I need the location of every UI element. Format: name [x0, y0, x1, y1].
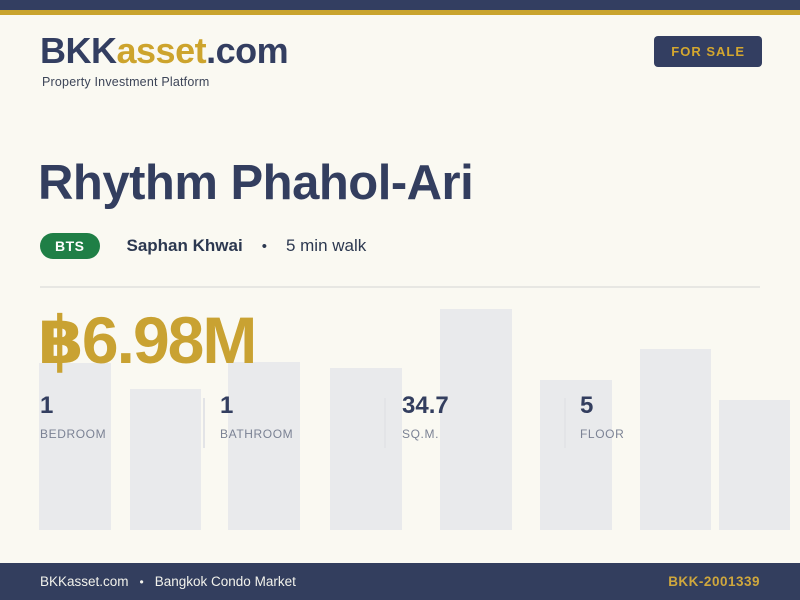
footer-site: BKKasset.com: [40, 574, 129, 589]
stat-label: FLOOR: [580, 427, 625, 441]
skyline-bar: [39, 363, 111, 530]
listing-price: ฿6.98M: [38, 303, 257, 377]
skyline-bar: [228, 362, 300, 530]
bullet-separator: •: [139, 574, 144, 589]
stat-bedroom: 1 BEDROOM: [40, 392, 106, 441]
for-sale-badge: FOR SALE: [654, 36, 762, 67]
stat-label: BATHROOM: [220, 427, 294, 441]
station-name: Saphan Khwai: [126, 236, 243, 255]
gold-accent-line: [0, 10, 800, 15]
stat-area: 34.7 SQ.M.: [402, 392, 449, 441]
stat-divider: [564, 398, 566, 448]
skyline-bar: [130, 389, 201, 530]
top-accent-bar: [0, 0, 800, 10]
bullet-separator: •: [261, 237, 267, 255]
brand-tagline: Property Investment Platform: [42, 75, 210, 89]
brand-logo[interactable]: BKKasset.com: [40, 30, 289, 72]
stat-divider: [384, 398, 386, 448]
brand-logo-suffix: .com: [206, 30, 289, 71]
brand-logo-accent: asset: [116, 30, 207, 71]
walk-time: 5 min walk: [285, 236, 367, 255]
listing-title: Rhythm Phahol-Ari: [38, 156, 474, 210]
stat-divider: [203, 398, 205, 448]
skyline-bar: [540, 380, 612, 530]
footer-market: Bangkok Condo Market: [154, 574, 296, 589]
section-divider: [40, 286, 760, 288]
stat-bathroom: 1 BATHROOM: [220, 392, 293, 441]
footer-bar: BKKasset.com • Bangkok Condo Market BKK-…: [0, 563, 800, 600]
stat-value: 5: [580, 392, 594, 419]
stat-label: BEDROOM: [40, 427, 107, 441]
listing-reference-id: BKK-2001339: [668, 574, 760, 589]
skyline-bar: [440, 309, 512, 530]
bts-badge: BTS: [40, 233, 100, 259]
stat-value: 1: [40, 392, 54, 419]
stat-floor: 5 FLOOR: [580, 392, 624, 441]
stat-label: SQ.M.: [402, 427, 440, 441]
stat-value: 34.7: [402, 392, 449, 419]
skyline-bar: [640, 349, 711, 530]
stat-value: 1: [220, 392, 234, 419]
skyline-bar: [330, 368, 402, 530]
footer-site-info: BKKasset.com • Bangkok Condo Market: [40, 574, 296, 589]
brand-logo-prefix: BKK: [40, 30, 117, 71]
transit-info-row: BTS Saphan Khwai • 5 min walk: [40, 233, 366, 259]
skyline-bar: [719, 400, 790, 530]
